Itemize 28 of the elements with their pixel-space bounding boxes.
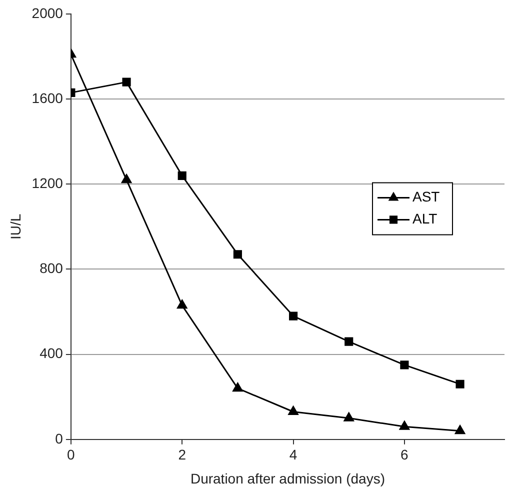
- x-tick-label: 0: [67, 446, 76, 463]
- point: [399, 420, 410, 430]
- point: [177, 300, 188, 309]
- point: [344, 337, 354, 346]
- y-tick-label: 2000: [32, 4, 64, 21]
- legend-label: AST: [412, 188, 440, 205]
- y-tick-label: 1200: [32, 175, 64, 192]
- y-tick-label: 0: [55, 430, 64, 446]
- point: [288, 406, 298, 415]
- y-tick-label: 1600: [32, 90, 64, 106]
- point: [233, 250, 242, 259]
- point: [288, 312, 298, 320]
- legend-label: ALT: [412, 210, 438, 227]
- point: [122, 78, 131, 86]
- y-tick-label: 800: [40, 260, 64, 276]
- point: [456, 380, 464, 388]
- point: [121, 174, 132, 184]
- point: [178, 171, 186, 180]
- y-tick-label: 400: [40, 345, 64, 362]
- x-tick-label: 2: [178, 446, 186, 463]
- x-tick-label: 4: [289, 446, 298, 463]
- point: [454, 425, 466, 434]
- point: [232, 382, 243, 392]
- y-axis-title: IU/L: [7, 214, 24, 240]
- point: [400, 360, 409, 370]
- point: [344, 412, 354, 422]
- x-axis-title: Duration after admission (days): [190, 470, 385, 486]
- x-tick-label: 6: [400, 446, 409, 463]
